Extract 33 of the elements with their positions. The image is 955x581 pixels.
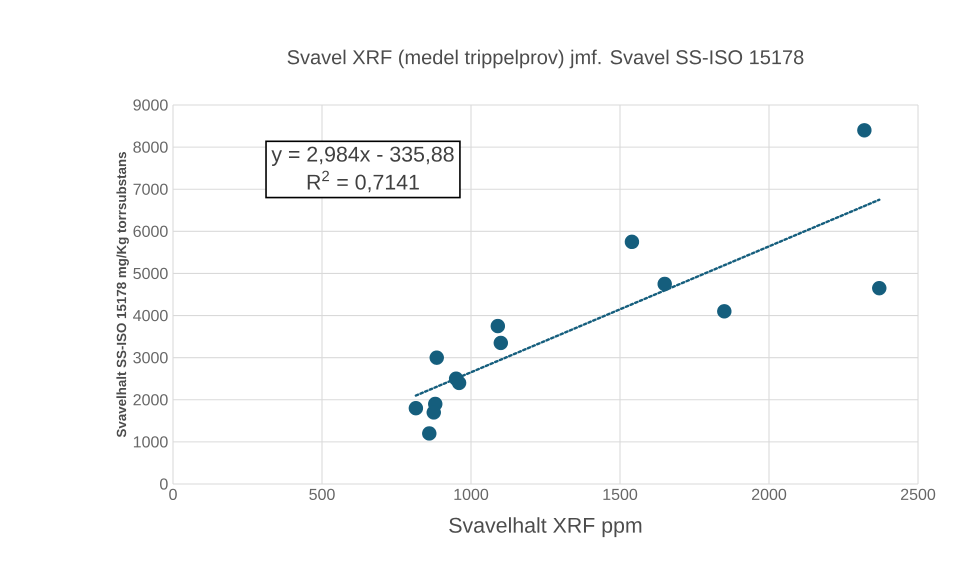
- x-tick-label: 1500: [603, 488, 638, 500]
- x-tick-label: 500: [309, 488, 335, 500]
- point: [408, 400, 424, 416]
- y-tick-label: 4000: [133, 310, 168, 322]
- x-tick-label: 1000: [454, 488, 488, 500]
- y-tick-label: 5000: [133, 268, 168, 280]
- annotation: R$^{2}$ = 0,7141: [308, 170, 419, 192]
- y-tick-label: 9000: [133, 99, 168, 111]
- point: [426, 405, 441, 420]
- point: [717, 304, 732, 319]
- y-tick-label: 3000: [133, 352, 168, 364]
- y-tick-label: 1000: [134, 436, 168, 448]
- y-tick-label: 6000: [134, 226, 168, 237]
- point: [452, 376, 466, 390]
- annotation: y = 2,984x - 335,88: [271, 146, 454, 166]
- y-tick-label: 7000: [134, 184, 168, 195]
- y-tick-label: 8000: [133, 141, 168, 153]
- x-tick-label: 0: [169, 488, 177, 500]
- point: [490, 318, 506, 334]
- y-tick-label: 0: [160, 478, 168, 490]
- chart-title: Svavel XRF (medel trippelprov) jmf. Svavel SS-ISO 15178: [288, 50, 804, 68]
- point: [422, 426, 436, 441]
- point: [857, 123, 872, 138]
- x-tick-label: 2500: [901, 488, 936, 500]
- y-axis-title: Svavelhalt SS-ISO 15178 mg/Kg torrsubstans: [116, 152, 129, 438]
- point: [658, 276, 672, 292]
- point: [494, 336, 508, 350]
- x-tick-label: 2000: [752, 488, 786, 500]
- point: [872, 280, 886, 296]
- x-axis-title: Svavelhalt XRF ppm: [449, 517, 642, 538]
- point: [430, 350, 444, 365]
- y-tick-label: 2000: [133, 394, 168, 406]
- point: [624, 234, 640, 250]
